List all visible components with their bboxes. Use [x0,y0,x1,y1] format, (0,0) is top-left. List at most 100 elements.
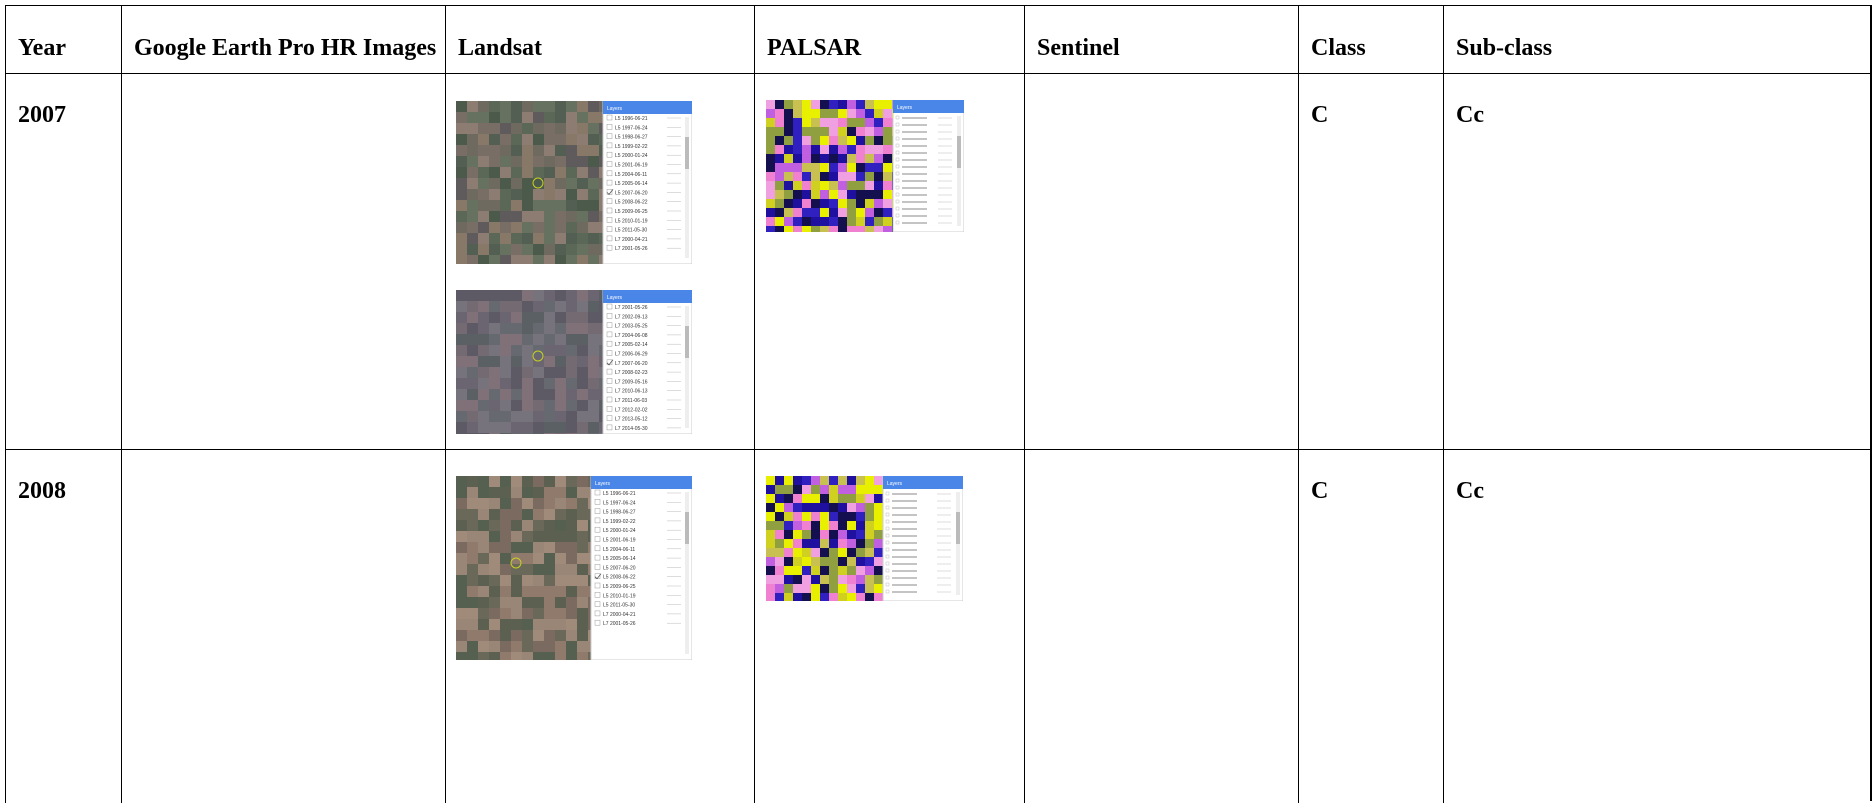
pixel [500,145,512,157]
pixel [511,123,523,135]
pixel [489,586,501,598]
pixel [566,301,578,313]
pixel [478,211,490,223]
pixel [511,652,523,660]
pixel [522,345,534,357]
pixel [802,136,812,146]
checkbox [594,489,601,496]
pixel [847,145,857,155]
pixel [883,163,893,173]
pixel [829,136,839,146]
pixel [865,118,875,128]
pixel [478,531,490,543]
pixel [577,641,589,653]
pixel [544,520,556,532]
pixel [489,301,501,313]
layer-panel [882,476,963,601]
scrollbar [685,492,689,654]
layer-label: L5 1999-02-22 [615,144,648,150]
pixel [766,575,776,585]
pixel [478,367,490,379]
pixel [456,345,468,357]
pixel [555,334,567,346]
pixel [555,356,567,368]
pixel [489,476,501,488]
pixel [802,217,812,227]
pixel [829,539,839,549]
pixel [500,411,512,423]
pixel [467,312,479,324]
pixel [577,134,589,146]
pixel [489,222,501,234]
pixel [489,400,501,412]
pixel [775,100,785,110]
checkbox [594,592,601,598]
pixel [478,597,490,609]
sentinel-cell [1024,449,1300,803]
pixel [820,190,830,200]
pixel [874,539,884,549]
pixel [577,542,589,554]
pixel [511,433,523,434]
pixel [555,112,567,124]
pixel [856,109,866,119]
pixel [500,553,512,565]
pixel [775,190,785,200]
pixel [522,520,534,532]
pixel [456,356,468,368]
pixel [500,123,512,135]
pixel [793,485,803,495]
pixel [775,521,785,531]
layer-label: L5 1997-06-24 [615,125,648,131]
pixel [467,400,479,412]
layer-label: L5 1999-02-22 [603,519,636,525]
pixel [793,503,803,513]
pixel [874,575,884,585]
pixel [811,208,821,218]
pixel [566,509,578,521]
pixel [766,145,776,155]
pixel [874,208,884,218]
pixel [811,521,821,531]
pixel [847,190,857,200]
pixel [511,575,523,587]
image-cell [754,73,1026,451]
pixel [856,494,866,504]
pixel [838,127,848,137]
pixel [802,494,812,504]
pixel [555,564,567,576]
pixel [829,521,839,531]
pixel [820,494,830,504]
pixel [856,530,866,540]
pixel [511,312,523,324]
pixel [555,145,567,157]
pixel [577,290,589,302]
pixel [467,608,479,620]
pixel [478,476,490,488]
pixel [829,494,839,504]
pixel [784,530,794,540]
layer-label: L7 2012-02-02 [615,407,648,413]
checkbox [606,396,613,403]
pixel [456,301,468,313]
pixel [489,367,501,379]
pixel [555,487,567,499]
pixel [522,608,534,620]
pixel [874,190,884,200]
pixel [820,136,830,146]
pixel [883,136,893,146]
pixel [784,154,794,164]
pixel [784,476,794,486]
pixel [544,389,556,401]
pixel [555,531,567,543]
pixel [544,586,556,598]
pixel [555,123,567,135]
scroll-thumb [685,326,689,358]
pixel [544,323,556,335]
layer-label: L7 2009-05-16 [615,379,648,385]
pixel [478,542,490,554]
pixel [775,575,785,585]
pixel [522,641,534,653]
layer-label: L5 1997-06-24 [603,500,636,506]
layer-label: L5 2010-01-19 [615,218,648,224]
